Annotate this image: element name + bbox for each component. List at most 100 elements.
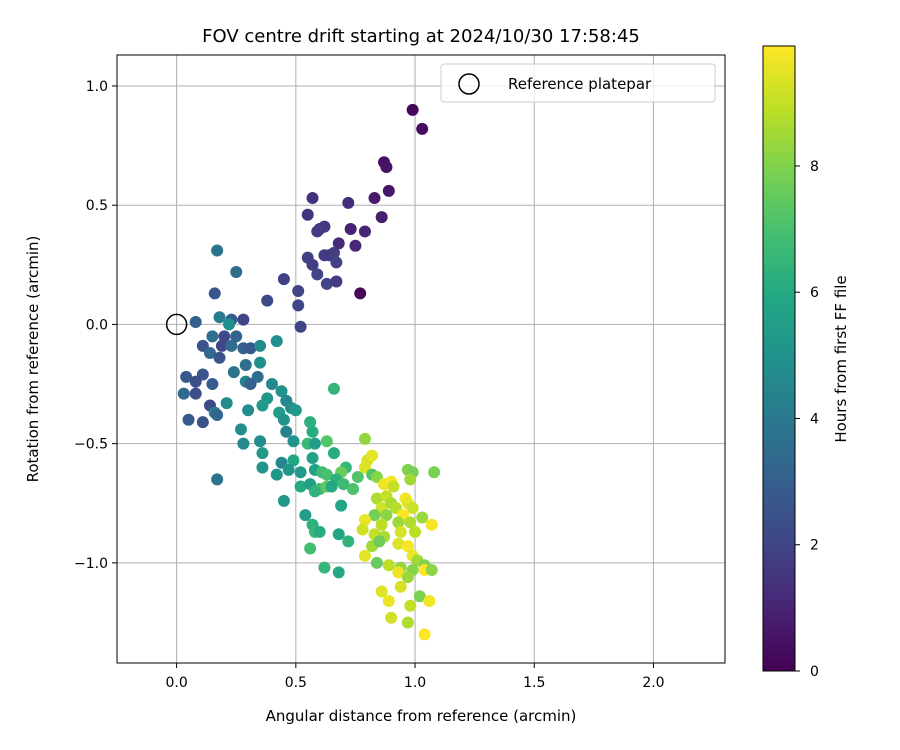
colorbar-tick-label: 6 <box>810 285 819 301</box>
x-tick-label: 2.0 <box>642 675 664 691</box>
data-point <box>347 482 360 495</box>
data-point <box>368 509 381 522</box>
data-point <box>270 335 283 348</box>
data-point <box>256 447 269 460</box>
data-point <box>277 413 290 426</box>
data-point <box>382 595 395 608</box>
y-tick-label: 0.0 <box>86 317 108 333</box>
data-point <box>287 435 300 448</box>
data-point <box>294 480 307 493</box>
data-point <box>332 566 345 579</box>
data-point <box>358 549 371 562</box>
data-point <box>289 404 302 417</box>
data-point <box>342 196 355 209</box>
data-point <box>409 525 422 538</box>
data-point <box>358 225 371 238</box>
data-point <box>344 223 357 236</box>
data-point <box>213 311 226 324</box>
data-point <box>351 471 364 484</box>
data-point <box>406 502 419 515</box>
data-point <box>256 399 269 412</box>
data-point <box>287 454 300 467</box>
data-point <box>270 468 283 481</box>
data-point <box>308 485 321 498</box>
data-point <box>311 225 324 238</box>
data-point <box>401 571 414 584</box>
data-point <box>244 378 257 391</box>
data-point <box>227 366 240 379</box>
data-point <box>418 628 431 641</box>
data-point <box>425 564 438 577</box>
data-point <box>239 358 252 371</box>
data-point <box>189 316 202 329</box>
data-point <box>254 435 267 448</box>
data-point <box>206 378 219 391</box>
data-point <box>294 466 307 479</box>
data-point <box>265 378 278 391</box>
data-point <box>306 451 319 464</box>
data-point <box>337 478 350 491</box>
colorbar-tick-label: 4 <box>810 411 819 427</box>
data-point <box>373 535 386 548</box>
y-axis-ticks: −1.0 −0.5 0.0 0.5 1.0 <box>74 79 117 572</box>
reference-platepar-marker <box>165 313 188 336</box>
data-point <box>211 409 224 422</box>
x-tick-label: 0.0 <box>165 675 187 691</box>
data-point <box>189 375 202 388</box>
legend-marker-icon <box>458 73 480 95</box>
data-point <box>423 595 436 608</box>
data-point <box>196 416 209 429</box>
colorbar-label: Hours from first FF file <box>832 275 850 442</box>
data-point <box>318 561 331 574</box>
data-point <box>211 473 224 486</box>
data-point <box>375 518 388 531</box>
x-axis-ticks: 0.0 0.5 1.0 1.5 2.0 <box>165 663 665 691</box>
data-point <box>425 518 438 531</box>
data-point <box>299 509 312 522</box>
legend-box <box>440 63 716 103</box>
data-point <box>320 435 333 448</box>
data-point <box>375 585 388 598</box>
data-point <box>292 285 305 298</box>
data-point <box>370 556 383 569</box>
data-point <box>254 356 267 369</box>
data-point <box>416 122 429 135</box>
colorbar <box>762 45 796 672</box>
x-tick-label: 0.5 <box>285 675 307 691</box>
data-point <box>261 294 274 307</box>
data-point <box>325 480 338 493</box>
data-point <box>254 339 267 352</box>
x-axis-label: Angular distance from reference (arcmin) <box>266 707 577 725</box>
data-point <box>320 277 333 290</box>
data-point <box>211 244 224 257</box>
data-point <box>332 237 345 250</box>
data-point <box>406 103 419 116</box>
data-point <box>375 211 388 224</box>
data-point <box>382 184 395 197</box>
data-point <box>213 351 226 364</box>
data-point <box>404 473 417 486</box>
data-point <box>182 413 195 426</box>
data-point <box>401 616 414 629</box>
chart-title: FOV centre drift starting at 2024/10/30 … <box>202 26 640 47</box>
data-point <box>368 192 381 205</box>
scatter-points <box>177 103 441 641</box>
data-point <box>413 590 426 603</box>
data-point <box>392 516 405 529</box>
data-point <box>392 566 405 579</box>
data-point <box>277 494 290 507</box>
colorbar-ticks: 0 2 4 6 8 <box>795 159 819 680</box>
data-point <box>256 461 269 474</box>
data-point <box>401 540 414 553</box>
data-point <box>306 192 319 205</box>
data-point <box>234 423 247 436</box>
data-point <box>275 385 288 398</box>
data-point <box>327 382 340 395</box>
data-point <box>237 313 250 326</box>
data-point <box>237 437 250 450</box>
x-tick-label: 1.5 <box>523 675 545 691</box>
data-point <box>177 387 190 400</box>
data-point <box>330 275 343 288</box>
x-tick-label: 1.0 <box>404 675 426 691</box>
legend: Reference platepar <box>440 63 716 103</box>
